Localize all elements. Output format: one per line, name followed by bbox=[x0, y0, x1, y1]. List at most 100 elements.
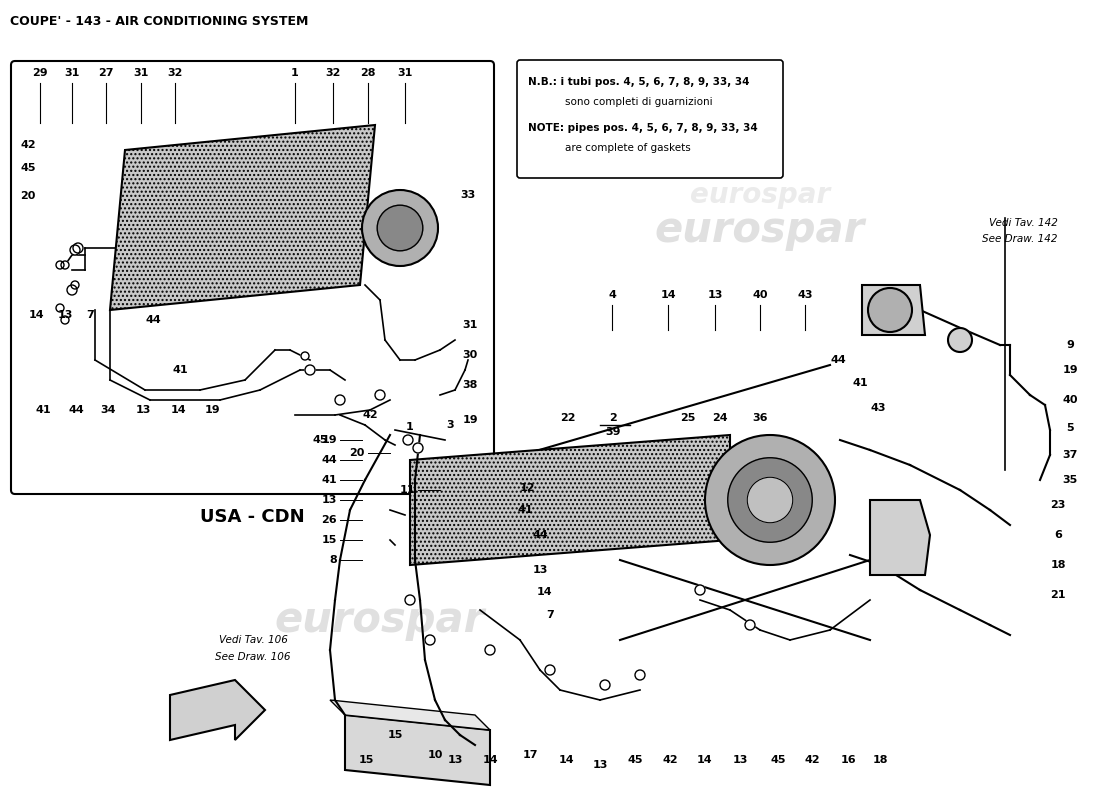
Text: 7: 7 bbox=[86, 310, 94, 320]
Text: 34: 34 bbox=[100, 405, 116, 415]
Text: 2: 2 bbox=[609, 413, 617, 423]
Text: 39: 39 bbox=[605, 427, 620, 437]
Text: 44: 44 bbox=[532, 530, 548, 540]
Text: eurospar: eurospar bbox=[654, 209, 865, 251]
Text: 13: 13 bbox=[448, 755, 463, 765]
Text: 44: 44 bbox=[321, 455, 337, 465]
Text: 38: 38 bbox=[462, 380, 477, 390]
Circle shape bbox=[56, 304, 64, 312]
Text: 11: 11 bbox=[399, 485, 415, 495]
Text: 41: 41 bbox=[173, 365, 188, 375]
Text: 30: 30 bbox=[462, 350, 477, 360]
Polygon shape bbox=[870, 500, 930, 575]
Text: 41: 41 bbox=[35, 405, 51, 415]
Polygon shape bbox=[410, 435, 730, 565]
Text: 12: 12 bbox=[519, 483, 535, 493]
Text: 23: 23 bbox=[1050, 500, 1066, 510]
Circle shape bbox=[377, 206, 422, 250]
Circle shape bbox=[405, 595, 415, 605]
Text: Vedi Tav. 142: Vedi Tav. 142 bbox=[989, 218, 1058, 228]
Text: 31: 31 bbox=[462, 320, 477, 330]
Circle shape bbox=[485, 645, 495, 655]
Circle shape bbox=[73, 243, 82, 253]
Text: 45: 45 bbox=[627, 755, 642, 765]
Text: 3: 3 bbox=[447, 420, 454, 430]
Text: 20: 20 bbox=[20, 191, 35, 201]
FancyBboxPatch shape bbox=[11, 61, 494, 494]
Circle shape bbox=[425, 635, 435, 645]
Text: are complete of gaskets: are complete of gaskets bbox=[565, 143, 691, 153]
Text: 44: 44 bbox=[145, 315, 161, 325]
Text: USA - CDN: USA - CDN bbox=[200, 508, 305, 526]
Text: 31: 31 bbox=[64, 68, 79, 78]
Text: 13: 13 bbox=[733, 755, 748, 765]
Text: 13: 13 bbox=[532, 565, 548, 575]
Text: 21: 21 bbox=[1050, 590, 1066, 600]
Text: 36: 36 bbox=[752, 413, 768, 423]
Text: 45: 45 bbox=[770, 755, 785, 765]
Circle shape bbox=[56, 261, 64, 269]
Text: See Draw. 142: See Draw. 142 bbox=[982, 234, 1058, 244]
Text: 41: 41 bbox=[321, 475, 337, 485]
Circle shape bbox=[60, 316, 69, 324]
Text: 13: 13 bbox=[135, 405, 151, 415]
Text: 5: 5 bbox=[1066, 423, 1074, 433]
Text: 7: 7 bbox=[546, 610, 554, 620]
Text: 27: 27 bbox=[98, 68, 113, 78]
Text: eurospar: eurospar bbox=[275, 599, 485, 641]
Circle shape bbox=[600, 680, 610, 690]
Polygon shape bbox=[330, 700, 490, 730]
Text: 42: 42 bbox=[662, 755, 678, 765]
Circle shape bbox=[745, 620, 755, 630]
Polygon shape bbox=[110, 125, 375, 310]
Text: 35: 35 bbox=[1063, 475, 1078, 485]
Polygon shape bbox=[862, 285, 925, 335]
Text: 44: 44 bbox=[68, 405, 84, 415]
Text: 14: 14 bbox=[170, 405, 186, 415]
Text: 45: 45 bbox=[20, 163, 35, 173]
Text: eurospar: eurospar bbox=[690, 181, 830, 209]
Circle shape bbox=[375, 390, 385, 400]
Circle shape bbox=[635, 670, 645, 680]
Text: 13: 13 bbox=[707, 290, 723, 300]
Text: 31: 31 bbox=[133, 68, 148, 78]
Circle shape bbox=[728, 458, 812, 542]
Text: 26: 26 bbox=[321, 515, 337, 525]
Text: 18: 18 bbox=[1050, 560, 1066, 570]
Text: 22: 22 bbox=[560, 413, 575, 423]
Polygon shape bbox=[345, 715, 490, 785]
Text: 10: 10 bbox=[427, 750, 442, 760]
Text: 4: 4 bbox=[608, 290, 616, 300]
Text: 14: 14 bbox=[660, 290, 675, 300]
Text: 32: 32 bbox=[167, 68, 183, 78]
Circle shape bbox=[336, 395, 345, 405]
Text: sono completi di guarnizioni: sono completi di guarnizioni bbox=[565, 97, 713, 107]
Circle shape bbox=[362, 190, 438, 266]
Text: 18: 18 bbox=[872, 755, 888, 765]
Text: 20: 20 bbox=[350, 448, 365, 458]
Text: 1: 1 bbox=[406, 422, 414, 432]
Circle shape bbox=[72, 281, 79, 289]
Circle shape bbox=[948, 328, 972, 352]
Text: 25: 25 bbox=[680, 413, 695, 423]
Text: 19: 19 bbox=[1063, 365, 1078, 375]
Text: 14: 14 bbox=[537, 587, 553, 597]
Text: COUPE' - 143 - AIR CONDITIONING SYSTEM: COUPE' - 143 - AIR CONDITIONING SYSTEM bbox=[10, 15, 308, 28]
Text: 24: 24 bbox=[712, 413, 728, 423]
Text: 14: 14 bbox=[482, 755, 498, 765]
FancyBboxPatch shape bbox=[517, 60, 783, 178]
Text: 42: 42 bbox=[804, 755, 820, 765]
Text: 14: 14 bbox=[29, 310, 44, 320]
Text: 28: 28 bbox=[361, 68, 376, 78]
Text: 40: 40 bbox=[1063, 395, 1078, 405]
Circle shape bbox=[412, 443, 424, 453]
Text: 13: 13 bbox=[57, 310, 73, 320]
Circle shape bbox=[544, 665, 556, 675]
Text: NOTE: pipes pos. 4, 5, 6, 7, 8, 9, 33, 34: NOTE: pipes pos. 4, 5, 6, 7, 8, 9, 33, 3… bbox=[528, 123, 758, 133]
Circle shape bbox=[305, 365, 315, 375]
Text: 41: 41 bbox=[852, 378, 868, 388]
Text: 29: 29 bbox=[32, 68, 47, 78]
Text: 45: 45 bbox=[312, 435, 328, 445]
Text: 37: 37 bbox=[1063, 450, 1078, 460]
Polygon shape bbox=[170, 680, 265, 740]
